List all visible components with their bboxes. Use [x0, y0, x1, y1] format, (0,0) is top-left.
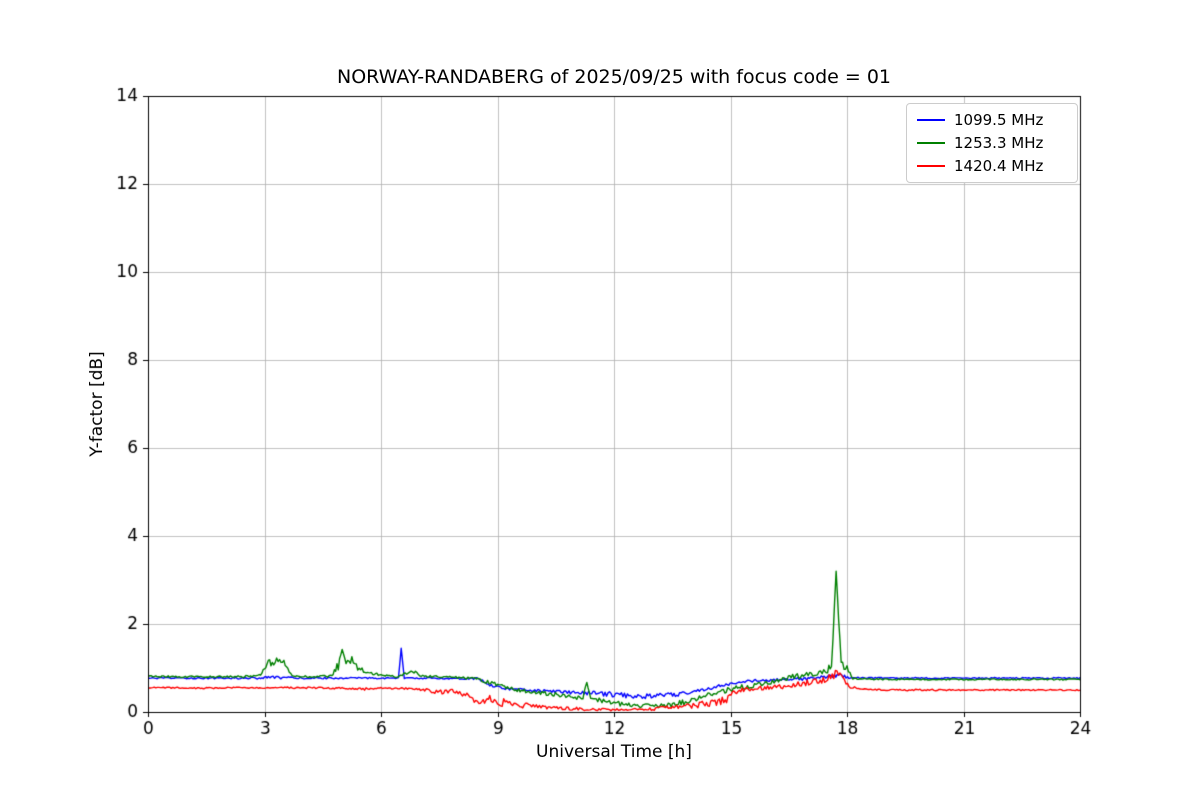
legend-label: 1253.3 MHz [954, 134, 1044, 152]
y-axis-label: Y-factor [dB] [87, 351, 107, 457]
chart-title: NORWAY-RANDABERG of 2025/09/25 with focu… [336, 66, 891, 88]
x-axis-label: Universal Time [h] [536, 742, 692, 762]
legend-label: 1420.4 MHz [954, 157, 1044, 175]
legend-entry: 1420.4 MHz [917, 157, 1067, 175]
legend-line-sample [917, 165, 945, 167]
legend-entry: 1099.5 MHz [917, 111, 1067, 129]
legend-entry: 1253.3 MHz [917, 134, 1067, 152]
legend-label: 1099.5 MHz [954, 111, 1044, 129]
legend-line-sample [917, 119, 945, 121]
legend: 1099.5 MHz 1253.3 MHz 1420.4 MHz [906, 103, 1078, 183]
legend-line-sample [917, 142, 945, 144]
